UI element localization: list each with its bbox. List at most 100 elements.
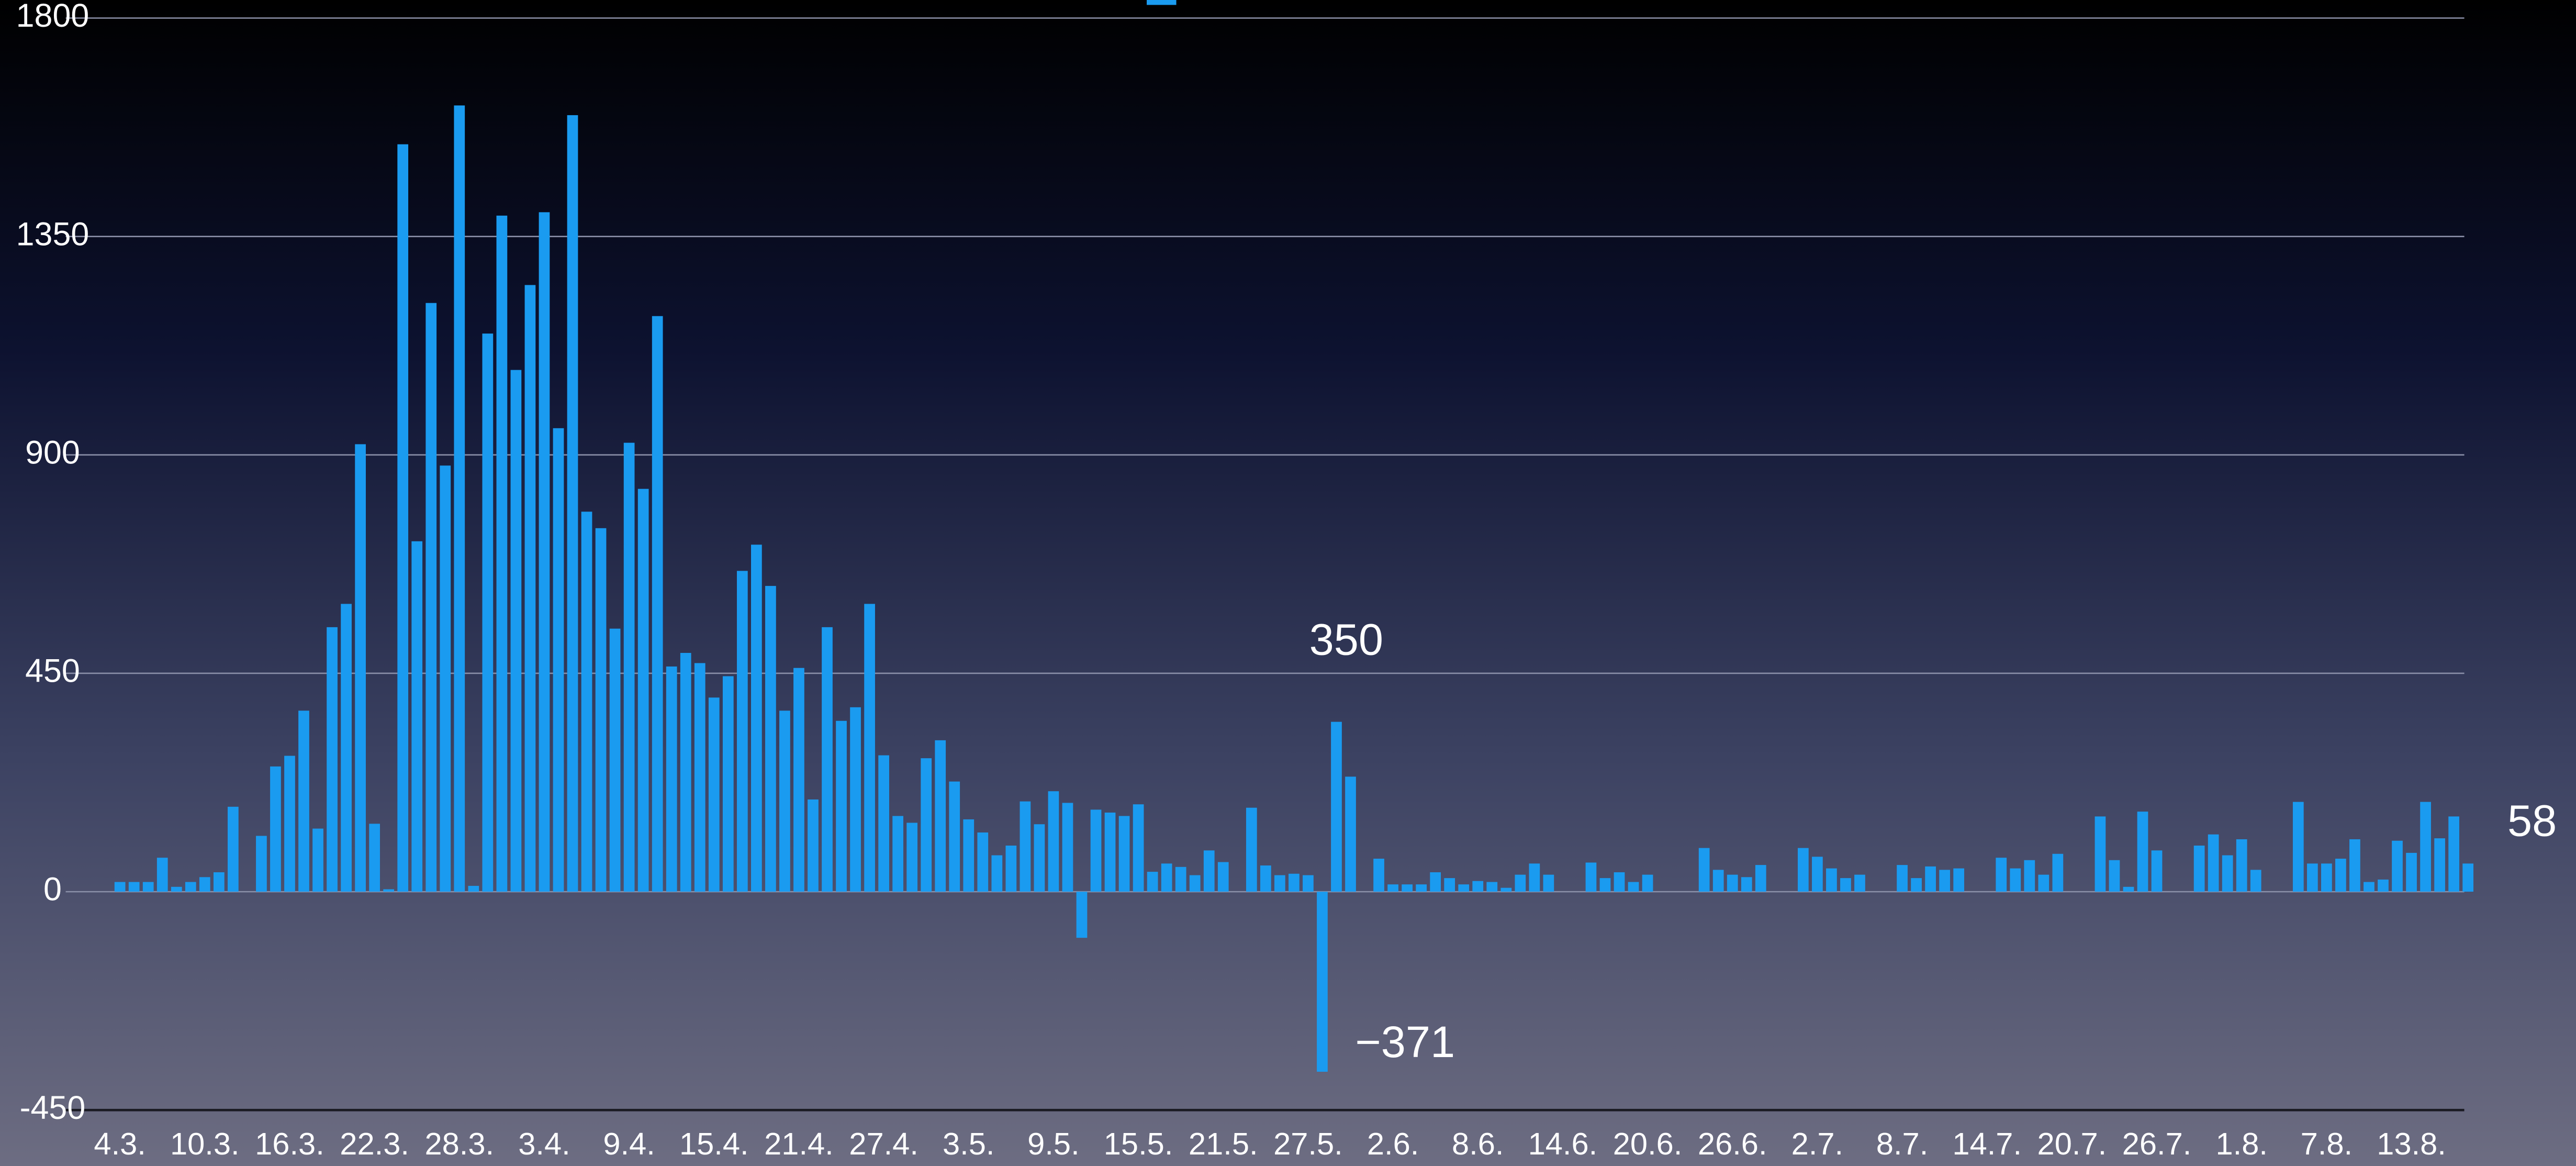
- bar: [1246, 807, 1257, 892]
- bar: [2434, 838, 2445, 892]
- bar: [2420, 802, 2431, 892]
- bar: [666, 666, 677, 892]
- bar: [949, 781, 960, 892]
- x-tick-label: 9.4.: [603, 1126, 655, 1161]
- bar: [1953, 868, 1965, 892]
- bar: [878, 755, 889, 892]
- bar: [2024, 860, 2035, 892]
- bar: [1175, 867, 1186, 892]
- bar: [496, 215, 508, 892]
- bar: [397, 144, 409, 892]
- bar: [2208, 834, 2219, 892]
- bar: [510, 370, 522, 892]
- bar: [2335, 859, 2346, 892]
- bar: [2349, 839, 2360, 892]
- bar: [2236, 839, 2247, 892]
- bar: [1062, 803, 1073, 892]
- bar: [2095, 816, 2106, 892]
- bar: [128, 882, 140, 892]
- bar: [156, 858, 168, 892]
- bar: [2151, 850, 2163, 892]
- bar: [1939, 870, 1950, 892]
- bar: [1274, 875, 1285, 892]
- x-tick-label: 15.4.: [679, 1126, 749, 1161]
- bar: [142, 882, 154, 892]
- y-tick-label: -450: [20, 1090, 86, 1126]
- bar: [1303, 875, 1314, 892]
- bar: [454, 105, 465, 892]
- bar: [850, 707, 861, 892]
- bar: [1755, 865, 1766, 892]
- bar: [1486, 882, 1498, 892]
- bar: [1599, 878, 1611, 892]
- bar: [228, 806, 239, 892]
- bar: [2364, 882, 2375, 892]
- bar: [1020, 801, 1031, 892]
- bar: [1741, 877, 1752, 892]
- bar: [383, 889, 395, 892]
- bar: [468, 885, 479, 892]
- bar: [1444, 878, 1455, 892]
- bar: [2010, 868, 2021, 892]
- bar: [1500, 887, 1512, 892]
- bar: [1260, 865, 1271, 892]
- bar: [2378, 879, 2389, 892]
- bar: [2306, 863, 2318, 892]
- bar: [1430, 872, 1441, 892]
- bar: [864, 604, 875, 892]
- x-tick-label: 10.3.: [170, 1126, 240, 1161]
- bar: [1076, 892, 1088, 938]
- bar: [2038, 874, 2049, 892]
- x-tick-label: 21.4.: [764, 1126, 834, 1161]
- x-tick-label: 28.3.: [424, 1126, 494, 1161]
- bar: [1345, 776, 1356, 892]
- bar: [524, 285, 536, 892]
- bar: [892, 816, 903, 892]
- bar: [1614, 872, 1625, 892]
- bar: [1005, 846, 1017, 892]
- bar: [1373, 859, 1384, 892]
- bar: [2193, 846, 2205, 892]
- x-tick-label: 26.7.: [2122, 1126, 2192, 1161]
- x-tick-label: 14.7.: [1952, 1126, 2022, 1161]
- bar: [411, 541, 423, 892]
- bar: [1812, 857, 1823, 892]
- bar: [2222, 855, 2233, 892]
- bar: [284, 756, 295, 892]
- bar: [708, 697, 720, 892]
- bar: [425, 303, 437, 892]
- x-tick-label: 9.5.: [1027, 1126, 1079, 1161]
- bar: [836, 720, 847, 892]
- bar: [1331, 721, 1342, 892]
- bar: [2109, 860, 2120, 892]
- bar: [1203, 850, 1215, 892]
- bar: [581, 512, 592, 892]
- bar: [1826, 868, 1837, 892]
- x-tick-label: 2.6.: [1367, 1126, 1419, 1161]
- bar: [751, 545, 762, 892]
- bar: [2123, 886, 2134, 892]
- data-label: 58: [2507, 795, 2557, 845]
- x-tick-label: 20.7.: [2037, 1126, 2107, 1161]
- x-tick-label: 15.5.: [1104, 1126, 1173, 1161]
- bar: [1458, 884, 1470, 892]
- bar: [637, 488, 649, 892]
- x-tick-label: 27.4.: [849, 1126, 919, 1161]
- bar: [1189, 875, 1201, 892]
- bar: [312, 828, 323, 892]
- bar: [1911, 878, 1922, 892]
- bar: [327, 627, 338, 892]
- bar: [1161, 863, 1172, 892]
- bar: [808, 799, 819, 892]
- bar: [1628, 882, 1639, 892]
- bar: [1996, 858, 2007, 892]
- x-tick-label: 20.6.: [1613, 1126, 1683, 1161]
- bar: [595, 528, 607, 892]
- bar: [1543, 874, 1554, 892]
- bar: [539, 212, 550, 892]
- bar: [256, 836, 267, 892]
- bar: [1925, 866, 1936, 892]
- bar: [341, 604, 352, 892]
- legend-swatch: [1147, 0, 1177, 5]
- bar: [779, 710, 790, 892]
